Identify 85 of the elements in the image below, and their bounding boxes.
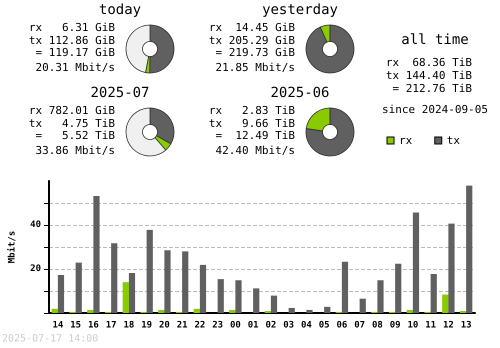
bar bbox=[406, 310, 413, 313]
text: rx 68.36 TiB bbox=[386, 56, 472, 69]
bar bbox=[87, 310, 94, 313]
text: = 5.52 TiB bbox=[34, 129, 115, 142]
x-tick-label: 02 bbox=[265, 320, 276, 330]
text: = 219.73 GiB bbox=[214, 46, 295, 60]
bar bbox=[235, 280, 242, 313]
bar bbox=[412, 212, 420, 313]
bar bbox=[448, 224, 455, 313]
chart-title: 2025-06 bbox=[269, 85, 330, 101]
legend-label: rx bbox=[399, 134, 413, 147]
x-tick-label: 04 bbox=[300, 320, 312, 330]
chart-title: 2025-07 bbox=[89, 85, 150, 101]
bar bbox=[270, 296, 278, 313]
bar bbox=[128, 272, 136, 313]
y-axis-title: Mbit/s bbox=[6, 230, 18, 264]
x-tick-label: 14 bbox=[52, 320, 64, 330]
bar bbox=[288, 308, 295, 313]
text: 21.85 Mbit/s bbox=[214, 60, 295, 74]
bar bbox=[52, 308, 58, 313]
x-tick-label: 17 bbox=[106, 320, 117, 330]
bar bbox=[218, 279, 224, 313]
bar bbox=[395, 264, 402, 313]
bar bbox=[253, 288, 260, 313]
x-tick-label: 21 bbox=[176, 320, 188, 330]
text: 20.31 Mbit/s bbox=[34, 60, 115, 74]
x-tick-label: 11 bbox=[425, 320, 436, 330]
x-tick-label: 10 bbox=[407, 320, 418, 330]
bar bbox=[229, 310, 236, 313]
text: = 12.49 TiB bbox=[214, 129, 295, 142]
text: tx 4.75 TiB bbox=[28, 116, 115, 130]
bar bbox=[360, 298, 366, 313]
x-tick-label: 03 bbox=[283, 320, 294, 330]
text: rx 782.01 GiB bbox=[28, 104, 115, 118]
text: tx 9.66 TiB bbox=[208, 116, 295, 130]
x-tick-label: 05 bbox=[318, 320, 330, 330]
bar bbox=[324, 306, 330, 313]
x-tick-label: 16 bbox=[88, 320, 99, 330]
bar bbox=[466, 186, 472, 313]
bar bbox=[164, 250, 171, 313]
x-tick-label: 08 bbox=[372, 320, 383, 330]
text: tx 112.86 GiB bbox=[28, 34, 115, 47]
x-tick-label: 19 bbox=[141, 320, 152, 330]
bar bbox=[122, 282, 129, 313]
x-tick-label: 20 bbox=[158, 320, 170, 330]
text: = 212.76 TiB bbox=[392, 82, 472, 95]
x-tick-label: 01 bbox=[248, 320, 259, 330]
text: tx 205.29 GiB bbox=[208, 34, 295, 47]
bar bbox=[342, 262, 348, 313]
bar bbox=[182, 251, 188, 313]
bar bbox=[111, 243, 118, 313]
bar bbox=[442, 294, 448, 313]
bar bbox=[430, 274, 437, 313]
text: = 119.17 GiB bbox=[34, 46, 115, 60]
text: rx 6.31 GiB bbox=[28, 21, 115, 34]
x-tick-label: 00 bbox=[230, 320, 241, 330]
chart-title: yesterday bbox=[261, 2, 339, 18]
x-tick-label: 09 bbox=[390, 320, 401, 330]
chart-title: today bbox=[98, 2, 142, 18]
bar bbox=[306, 310, 313, 313]
bar bbox=[76, 262, 82, 313]
bar bbox=[158, 310, 164, 313]
x-tick-label: 15 bbox=[70, 320, 82, 330]
y-tick-label: 40 bbox=[30, 220, 41, 230]
x-tick-label: 23 bbox=[212, 320, 224, 330]
text: rx 2.83 TiB bbox=[208, 104, 295, 118]
text: 33.86 Mbit/s bbox=[34, 144, 115, 157]
bar bbox=[93, 196, 100, 313]
legend-label: tx bbox=[446, 134, 460, 147]
bar bbox=[146, 230, 153, 313]
x-tick-label: 22 bbox=[194, 320, 206, 330]
bar bbox=[200, 264, 206, 313]
x-tick-label: 13 bbox=[460, 320, 472, 330]
bar bbox=[377, 280, 384, 313]
x-tick-label: 07 bbox=[354, 320, 366, 330]
text: since 2024-09-05 bbox=[381, 103, 489, 116]
text: 42.40 Mbit/s bbox=[214, 144, 295, 157]
text: tx 144.40 TiB bbox=[386, 69, 472, 82]
text: rx 14.45 GiB bbox=[208, 21, 295, 34]
x-tick-label: 06 bbox=[336, 320, 348, 330]
bar bbox=[194, 308, 200, 313]
x-tick-label: 12 bbox=[442, 320, 454, 330]
bar bbox=[58, 274, 64, 313]
text: all time bbox=[400, 32, 470, 48]
x-tick-label: 18 bbox=[123, 320, 134, 330]
